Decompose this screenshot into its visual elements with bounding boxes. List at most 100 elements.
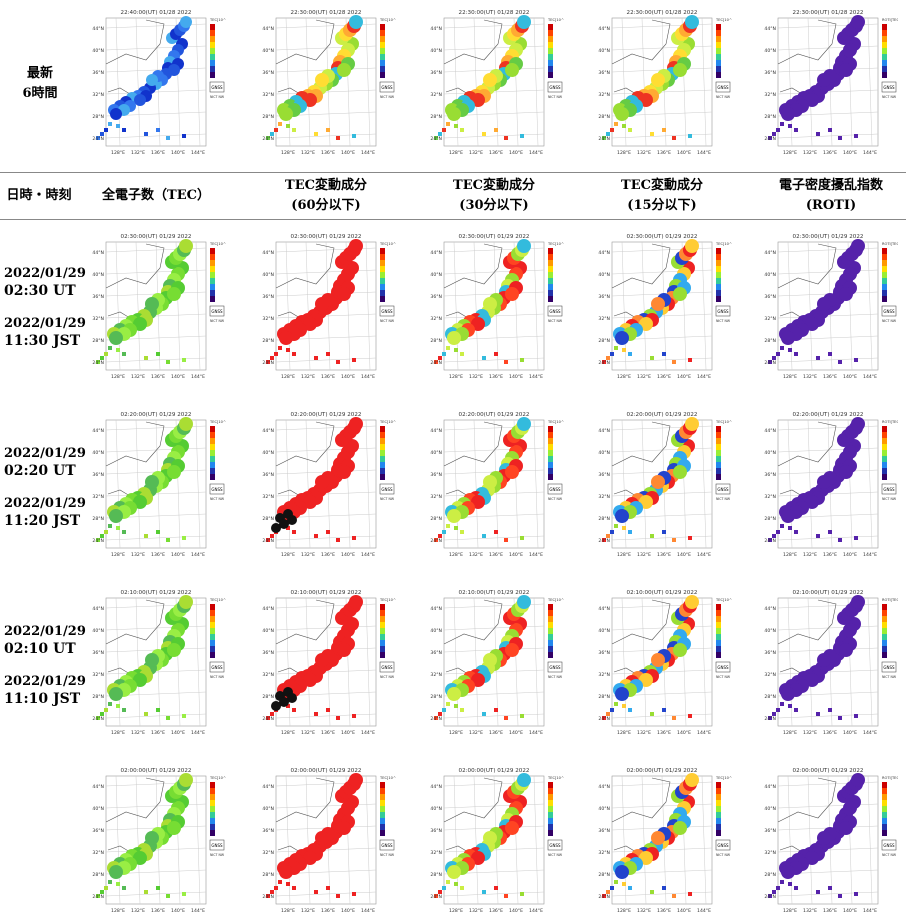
data-blob bbox=[179, 239, 193, 253]
legend-label: TEC[10^16/m^2] bbox=[715, 18, 732, 22]
lon-label: 132°E bbox=[637, 730, 651, 736]
data-blob bbox=[505, 287, 519, 301]
lat-label: 40°N bbox=[430, 450, 442, 456]
lon-label: 132°E bbox=[131, 908, 145, 914]
lon-label: 140°E bbox=[171, 908, 185, 914]
lat-label: 32°N bbox=[92, 316, 104, 322]
lat-label: 28°N bbox=[430, 694, 442, 700]
legend-label: TEC[10^16/m^2] bbox=[209, 420, 226, 424]
lat-label: 24°N bbox=[764, 136, 776, 142]
map-dtec60-3: GNSS 02:10:00(UT) 01/29 2022 44°N 40°N 36°N 3… bbox=[256, 584, 396, 742]
data-blob bbox=[781, 107, 795, 121]
badge-sub: NICT NW bbox=[380, 853, 395, 857]
lat-label: 24°N bbox=[262, 136, 274, 142]
lat-label: 36°N bbox=[598, 472, 610, 478]
data-blob bbox=[615, 509, 629, 523]
badge-sub: NICT NW bbox=[716, 853, 731, 857]
map-title: 02:00:00(UT) 01/29 2022 bbox=[291, 768, 362, 774]
lat-label: 44°N bbox=[430, 250, 442, 256]
lon-label: 132°E bbox=[469, 552, 483, 558]
data-blob bbox=[651, 653, 665, 667]
lat-label: 32°N bbox=[92, 672, 104, 678]
data-blob bbox=[685, 239, 699, 253]
lon-label: 128°E bbox=[111, 908, 125, 914]
gnss-badge: GNSS bbox=[381, 309, 393, 314]
map-figure: GNSS 02:20:00(UT) 01/29 2022 44°N 40°N 36°N 3… bbox=[764, 412, 898, 558]
lat-label: 40°N bbox=[430, 806, 442, 812]
data-blob bbox=[447, 331, 461, 345]
map-figure: GNSS 22:30:00(UT) 01/28 2022 44°N 40°N 36°N 3… bbox=[430, 10, 564, 156]
lat-label: 44°N bbox=[430, 784, 442, 790]
lon-label: 128°E bbox=[111, 150, 125, 156]
lat-label: 24°N bbox=[430, 136, 442, 142]
data-blob bbox=[685, 595, 699, 609]
lon-label: 128°E bbox=[111, 374, 125, 380]
lat-label: 32°N bbox=[262, 494, 274, 500]
data-blob bbox=[447, 509, 461, 523]
lon-label: 144°E bbox=[863, 908, 877, 914]
map-title: 02:30:00(UT) 01/29 2022 bbox=[459, 234, 530, 240]
badge-sub: NICT NW bbox=[716, 675, 731, 679]
lat-label: 24°N bbox=[430, 716, 442, 722]
lon-label: 136°E bbox=[657, 552, 671, 558]
gnss-badge: GNSS bbox=[381, 85, 393, 90]
lon-label: 140°E bbox=[843, 908, 857, 914]
data-blob bbox=[315, 475, 329, 489]
data-blob bbox=[337, 465, 351, 479]
map-title: 22:30:00(UT) 01/28 2022 bbox=[793, 10, 864, 16]
badge-sub: NICT NW bbox=[380, 497, 395, 501]
lon-label: 140°E bbox=[341, 552, 355, 558]
lon-label: 140°E bbox=[171, 552, 185, 558]
data-blob bbox=[517, 773, 531, 787]
lat-label: 40°N bbox=[262, 450, 274, 456]
gnss-badge: GNSS bbox=[549, 309, 561, 314]
lat-label: 32°N bbox=[764, 494, 776, 500]
data-blob bbox=[315, 297, 329, 311]
lat-label: 28°N bbox=[92, 114, 104, 120]
data-blob bbox=[447, 687, 461, 701]
lon-label: 132°E bbox=[803, 730, 817, 736]
lon-label: 128°E bbox=[281, 552, 295, 558]
data-blob bbox=[839, 821, 853, 835]
lat-label: 36°N bbox=[764, 294, 776, 300]
lat-label: 36°N bbox=[598, 828, 610, 834]
lat-label: 28°N bbox=[598, 516, 610, 522]
lon-label: 132°E bbox=[301, 374, 315, 380]
lon-label: 132°E bbox=[637, 908, 651, 914]
lat-label: 32°N bbox=[430, 92, 442, 98]
map-roti-2: GNSS 02:20:00(UT) 01/29 2022 44°N 40°N 36°N 3… bbox=[758, 406, 898, 564]
lat-label: 32°N bbox=[262, 672, 274, 678]
map-title: 22:40:00(UT) 01/28 2022 bbox=[121, 10, 192, 16]
header-dtec-30: TEC変動成分 (30分以下) bbox=[453, 178, 535, 213]
lat-label: 36°N bbox=[430, 70, 442, 76]
lat-label: 24°N bbox=[92, 136, 104, 142]
lon-label: 132°E bbox=[131, 374, 145, 380]
lat-label: 24°N bbox=[262, 538, 274, 544]
lon-label: 136°E bbox=[657, 908, 671, 914]
badge-sub: NICT NW bbox=[548, 319, 563, 323]
gnss-badge: GNSS bbox=[211, 665, 223, 670]
map-tec-2: GNSS 02:20:00(UT) 01/29 2022 44°N 40°N 36°N 3… bbox=[86, 406, 226, 564]
lon-label: 132°E bbox=[131, 730, 145, 736]
lat-label: 24°N bbox=[764, 894, 776, 900]
lat-label: 40°N bbox=[598, 806, 610, 812]
data-blob bbox=[145, 297, 159, 311]
lat-label: 24°N bbox=[598, 136, 610, 142]
map-dtec15-4: GNSS 02:00:00(UT) 01/29 2022 44°N 40°N 36°N 3… bbox=[592, 762, 732, 920]
map-title: 22:30:00(UT) 01/28 2022 bbox=[627, 10, 698, 16]
lon-label: 140°E bbox=[677, 552, 691, 558]
legend-label: TEC[10^16/m^2] bbox=[547, 18, 564, 22]
map-dtec30-1: GNSS 02:30:00(UT) 01/29 2022 44°N 40°N 36°N 3… bbox=[424, 228, 564, 386]
map-dtec60-4: GNSS 02:00:00(UT) 01/29 2022 44°N 40°N 36°N 3… bbox=[256, 762, 396, 920]
map-title: 02:20:00(UT) 01/29 2022 bbox=[121, 412, 192, 418]
data-blob bbox=[447, 107, 461, 121]
lat-label: 32°N bbox=[92, 850, 104, 856]
gnss-badge: GNSS bbox=[717, 665, 729, 670]
lat-label: 28°N bbox=[92, 516, 104, 522]
gnss-badge: GNSS bbox=[211, 487, 223, 492]
lat-label: 40°N bbox=[430, 272, 442, 278]
lon-label: 144°E bbox=[361, 150, 375, 156]
lon-label: 128°E bbox=[449, 552, 463, 558]
data-blob bbox=[109, 331, 123, 345]
map-dtec15-1: GNSS 02:30:00(UT) 01/29 2022 44°N 40°N 36°N 3… bbox=[592, 228, 732, 386]
